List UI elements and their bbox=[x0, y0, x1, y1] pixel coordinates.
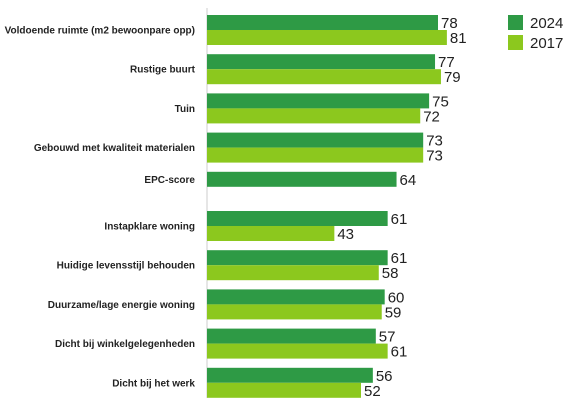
legend-label-2024: 2024 bbox=[530, 15, 563, 32]
value-label-2017-voldoende-ruimte-m2-bewoonpare-opp: 81 bbox=[450, 30, 467, 47]
value-label-2017-dicht-bij-het-werk: 52 bbox=[364, 383, 381, 398]
bar-2024-dicht-bij-winkelgelegenheden bbox=[207, 328, 376, 344]
legend-swatch-2024 bbox=[508, 15, 523, 30]
category-label-dicht-bij-het-werk: Dicht bij het werk bbox=[112, 378, 195, 389]
bar-2024-epc-score bbox=[207, 171, 397, 187]
legend-label-2017: 2017 bbox=[530, 35, 563, 52]
value-label-2017-instapklare-woning: 43 bbox=[337, 226, 354, 243]
value-label-2017-rustige-buurt: 79 bbox=[444, 69, 461, 86]
bar-2024-duurzame-lage-energie-woning bbox=[207, 289, 385, 305]
category-label-gebouwd-met-kwaliteit-materialen: Gebouwd met kwaliteit materialen bbox=[34, 143, 195, 154]
value-label-2017-tuin: 72 bbox=[423, 108, 440, 125]
bar-2024-dicht-bij-het-werk bbox=[207, 367, 373, 383]
bar-2017-duurzame-lage-energie-woning bbox=[207, 304, 382, 320]
bar-2024-voldoende-ruimte-m2-bewoonpare-opp bbox=[207, 15, 438, 30]
category-label-instapklare-woning: Instapklare woning bbox=[104, 222, 195, 233]
category-label-huidige-levensstijl-behouden: Huidige levensstijl behouden bbox=[57, 261, 195, 272]
bar-2024-tuin bbox=[207, 93, 430, 109]
legend-swatch-2017 bbox=[508, 35, 523, 50]
bar-2017-huidige-levensstijl-behouden bbox=[207, 265, 379, 281]
value-label-2024-voldoende-ruimte-m2-bewoonpare-opp: 78 bbox=[441, 15, 458, 32]
value-label-2024-duurzame-lage-energie-woning: 60 bbox=[388, 289, 405, 306]
category-label-epc-score: EPC-score bbox=[144, 175, 195, 186]
value-label-2024-gebouwd-met-kwaliteit-materialen: 73 bbox=[426, 133, 443, 150]
value-label-2024-epc-score: 64 bbox=[400, 172, 417, 189]
bar-2024-gebouwd-met-kwaliteit-materialen bbox=[207, 132, 424, 148]
category-label-rustige-buurt: Rustige buurt bbox=[130, 65, 196, 76]
bar-2017-rustige-buurt bbox=[207, 69, 441, 85]
value-label-2024-instapklare-woning: 61 bbox=[391, 211, 408, 228]
bar-2017-gebouwd-met-kwaliteit-materialen bbox=[207, 147, 424, 163]
bar-2017-dicht-bij-het-werk bbox=[207, 382, 361, 398]
value-label-2017-huidige-levensstijl-behouden: 58 bbox=[382, 265, 399, 282]
bars bbox=[207, 15, 447, 398]
legend: 2024 2017 bbox=[508, 15, 563, 52]
value-label-2017-duurzame-lage-energie-woning: 59 bbox=[385, 304, 402, 321]
value-label-2024-dicht-bij-het-werk: 56 bbox=[376, 368, 393, 385]
category-label-dicht-bij-winkelgelegenheden: Dicht bij winkelgelegenheden bbox=[55, 339, 195, 350]
category-label-voldoende-ruimte-m2-bewoonpare-opp: Voldoende ruimte (m2 bewoonpare opp) bbox=[5, 26, 195, 37]
category-label-tuin: Tuin bbox=[175, 104, 195, 115]
value-label-2017-dicht-bij-winkelgelegenheden: 61 bbox=[391, 344, 408, 361]
value-label-2024-huidige-levensstijl-behouden: 61 bbox=[391, 250, 408, 267]
category-label-duurzame-lage-energie-woning: Duurzame/lage energie woning bbox=[48, 300, 195, 311]
bar-2024-rustige-buurt bbox=[207, 54, 436, 70]
bar-2017-dicht-bij-winkelgelegenheden bbox=[207, 343, 388, 359]
bar-2017-tuin bbox=[207, 108, 421, 124]
bar-2017-instapklare-woning bbox=[207, 226, 335, 241]
bar-2017-voldoende-ruimte-m2-bewoonpare-opp bbox=[207, 30, 447, 45]
value-label-2024-tuin: 75 bbox=[432, 93, 449, 110]
bar-2024-huidige-levensstijl-behouden bbox=[207, 250, 388, 266]
value-label-2024-rustige-buurt: 77 bbox=[438, 54, 455, 71]
value-label-2024-dicht-bij-winkelgelegenheden: 57 bbox=[379, 329, 396, 346]
category-labels: Voldoende ruimte (m2 bewoonpare opp) Rust… bbox=[5, 26, 196, 390]
value-label-2017-gebouwd-met-kwaliteit-materialen: 73 bbox=[426, 148, 443, 165]
bar-2024-instapklare-woning bbox=[207, 211, 388, 226]
